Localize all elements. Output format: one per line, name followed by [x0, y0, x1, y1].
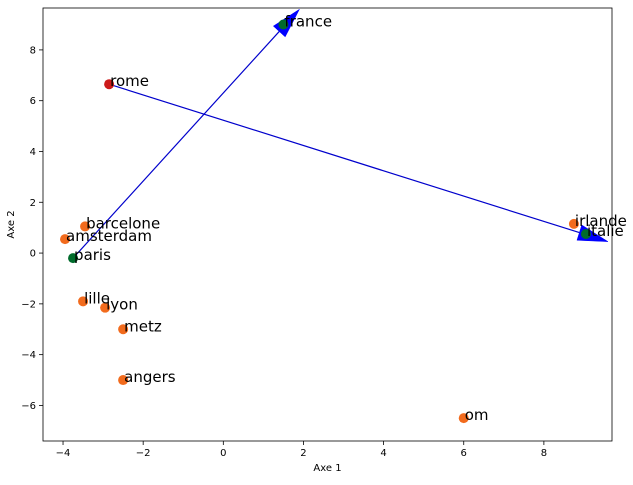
y-tick-label: −6 [21, 401, 36, 412]
y-axis-label: Axe 2 [6, 210, 17, 238]
point-label-lille: lille [84, 289, 110, 307]
point-label-amsterdam: amsterdam [66, 227, 152, 245]
x-tick-label: 2 [300, 448, 306, 459]
point-label-barcelone: barcelone [86, 214, 160, 232]
point-angers [118, 375, 129, 386]
point-rome [104, 79, 115, 90]
point-irlande [568, 218, 579, 229]
x-tick-label: 0 [220, 448, 226, 459]
plot-frame [42, 7, 613, 442]
point-metz [118, 324, 129, 335]
point-lille [78, 296, 89, 307]
point-label-paris: paris [74, 246, 111, 264]
arrow-shaft [108, 83, 580, 234]
point-om [458, 413, 469, 424]
point-label-rome: rome [110, 72, 149, 90]
point-label-irlande: irlande [575, 212, 627, 230]
point-barcelone [80, 221, 91, 232]
x-axis-ticks: −4 −2 0 2 4 6 8 [56, 441, 547, 459]
x-axis-label: Axe 1 [313, 463, 341, 474]
point-label-france: france [284, 13, 332, 31]
y-tick-label: 0 [30, 249, 36, 260]
x-tick-label: −2 [136, 448, 151, 459]
arrow-shaft [72, 31, 280, 259]
y-tick-label: 6 [30, 96, 36, 107]
points-layer [60, 19, 591, 424]
y-axis-ticks: −6 −4 −2 0 2 4 6 8 [21, 45, 43, 412]
x-tick-label: −4 [56, 448, 71, 459]
point-label-angers: angers [124, 368, 176, 386]
point-lyon [100, 302, 111, 313]
x-tick-label: 6 [461, 448, 467, 459]
x-tick-label: 8 [541, 448, 547, 459]
y-tick-label: −4 [21, 350, 36, 361]
y-tick-label: 4 [30, 147, 36, 158]
point-label-italie: italie [587, 222, 624, 240]
x-tick-label: 4 [380, 448, 386, 459]
point-amsterdam [60, 234, 71, 245]
y-tick-label: 2 [30, 198, 36, 209]
point-label-lyon: lyon [106, 296, 138, 314]
y-tick-label: 8 [30, 45, 36, 56]
point-france [278, 19, 289, 30]
point-label-metz: metz [124, 317, 162, 335]
point-italie [580, 229, 591, 240]
y-tick-label: −2 [21, 299, 36, 310]
point-label-om: om [465, 406, 489, 424]
point-paris [68, 253, 79, 264]
